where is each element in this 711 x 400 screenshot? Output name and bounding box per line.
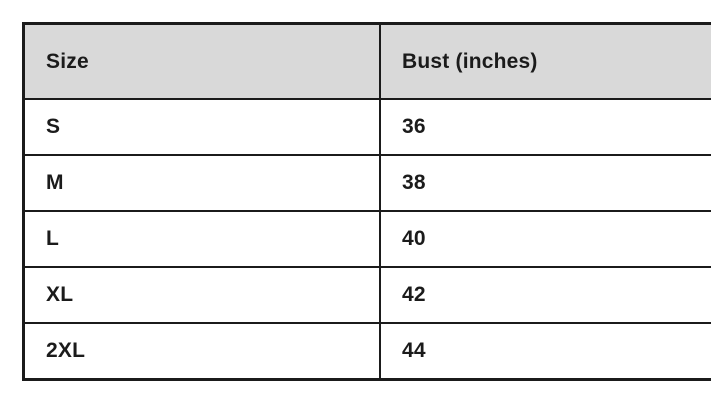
cell-bust: 38 [379, 154, 711, 212]
cell-size: S [22, 98, 381, 156]
size-chart-table: Size Bust (inches) S 36 M 38 L 40 XL 42 … [22, 22, 711, 381]
table-row: M 38 [22, 154, 711, 212]
cell-bust: 44 [379, 322, 711, 381]
cell-size: XL [22, 266, 381, 324]
table-header: Size Bust (inches) [22, 22, 711, 100]
table-row: 2XL 44 [22, 322, 711, 381]
cell-size: L [22, 210, 381, 268]
cell-size: M [22, 154, 381, 212]
header-row: Size Bust (inches) [22, 22, 711, 100]
table-row: L 40 [22, 210, 711, 268]
cell-size: 2XL [22, 322, 381, 381]
cell-bust: 42 [379, 266, 711, 324]
table-body: S 36 M 38 L 40 XL 42 2XL 44 [22, 98, 711, 381]
header-cell-bust: Bust (inches) [379, 22, 711, 100]
table-row: S 36 [22, 98, 711, 156]
header-cell-size: Size [22, 22, 381, 100]
table-row: XL 42 [22, 266, 711, 324]
cell-bust: 36 [379, 98, 711, 156]
cell-bust: 40 [379, 210, 711, 268]
